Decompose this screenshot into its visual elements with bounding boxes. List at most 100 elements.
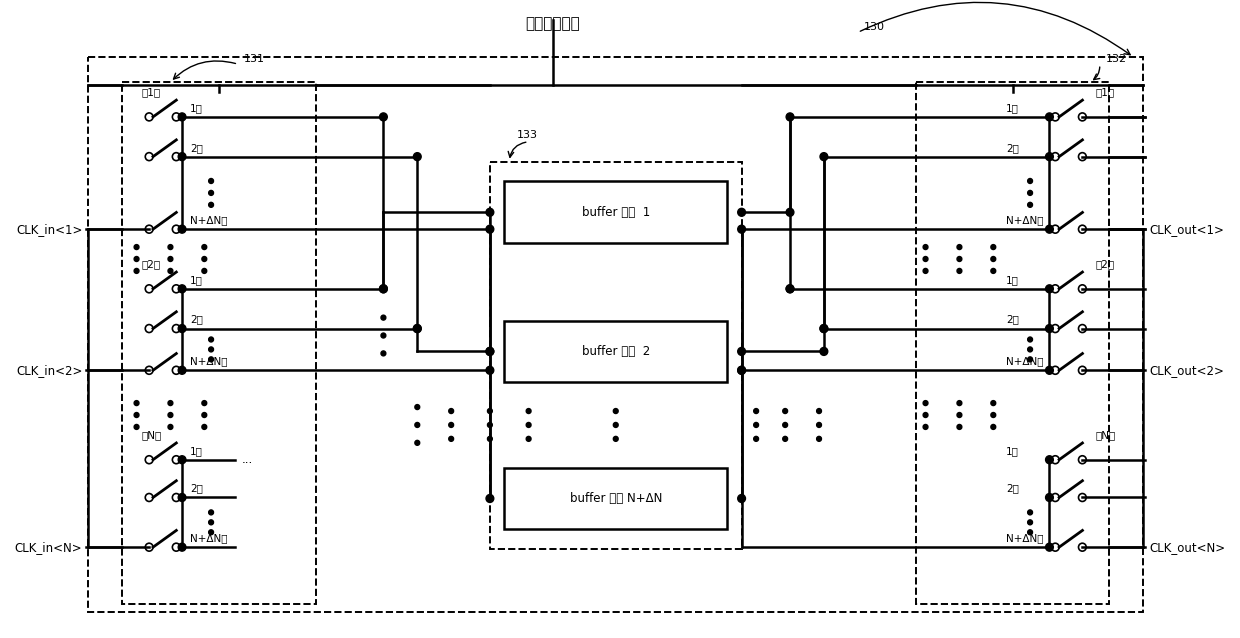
Circle shape <box>754 436 759 441</box>
Text: 132: 132 <box>1106 54 1127 64</box>
Text: N+ΔN行: N+ΔN行 <box>190 533 227 543</box>
Text: 1行: 1行 <box>190 446 202 456</box>
Circle shape <box>179 285 186 293</box>
Circle shape <box>1045 325 1053 332</box>
Circle shape <box>738 225 745 233</box>
Circle shape <box>1045 456 1053 464</box>
Circle shape <box>202 244 207 249</box>
Circle shape <box>134 269 139 274</box>
Text: N+ΔN行: N+ΔN行 <box>1006 357 1043 366</box>
Circle shape <box>134 413 139 417</box>
Circle shape <box>817 422 821 427</box>
Circle shape <box>179 456 186 464</box>
Circle shape <box>991 269 996 274</box>
Circle shape <box>923 269 928 274</box>
Circle shape <box>1045 152 1053 161</box>
Text: N+ΔN行: N+ΔN行 <box>1006 215 1043 225</box>
Circle shape <box>415 422 419 427</box>
Circle shape <box>134 256 139 262</box>
Bar <box>916 82 1110 604</box>
Text: CLK_in<N>: CLK_in<N> <box>15 540 82 554</box>
Circle shape <box>202 256 207 262</box>
Circle shape <box>208 202 213 207</box>
Circle shape <box>208 179 213 184</box>
Circle shape <box>167 413 172 417</box>
Bar <box>505 321 727 382</box>
Circle shape <box>923 413 928 417</box>
Circle shape <box>754 422 759 427</box>
Text: buffer 电路  1: buffer 电路 1 <box>582 206 650 219</box>
Text: 第2列: 第2列 <box>141 259 160 269</box>
Circle shape <box>1045 285 1053 293</box>
Circle shape <box>1028 190 1033 195</box>
Text: 1行: 1行 <box>190 275 202 285</box>
Circle shape <box>754 408 759 413</box>
Circle shape <box>526 422 531 427</box>
Circle shape <box>820 348 828 355</box>
Circle shape <box>449 408 454 413</box>
Circle shape <box>1045 225 1053 233</box>
Circle shape <box>486 366 494 375</box>
Text: 1行: 1行 <box>1006 275 1019 285</box>
Circle shape <box>179 543 186 551</box>
Circle shape <box>1028 337 1033 342</box>
Circle shape <box>991 244 996 249</box>
Text: 131: 131 <box>244 54 265 64</box>
Circle shape <box>167 424 172 429</box>
Bar <box>505 181 727 243</box>
Circle shape <box>923 244 928 249</box>
Circle shape <box>957 269 962 274</box>
Text: 2行: 2行 <box>190 484 202 494</box>
Circle shape <box>208 190 213 195</box>
Text: 1行: 1行 <box>190 103 202 113</box>
Circle shape <box>202 269 207 274</box>
Circle shape <box>614 408 619 413</box>
Circle shape <box>957 256 962 262</box>
Circle shape <box>486 348 494 355</box>
Text: CLK_out<2>: CLK_out<2> <box>1149 364 1224 377</box>
Circle shape <box>738 494 745 503</box>
Bar <box>505 468 727 530</box>
Circle shape <box>167 244 172 249</box>
Circle shape <box>1028 520 1033 525</box>
Circle shape <box>923 401 928 406</box>
Circle shape <box>1028 202 1033 207</box>
Text: N+ΔN行: N+ΔN行 <box>1006 533 1043 543</box>
Circle shape <box>167 256 172 262</box>
Text: 第1列: 第1列 <box>1096 87 1115 97</box>
Circle shape <box>820 152 828 161</box>
Text: 第1列: 第1列 <box>141 87 160 97</box>
Text: CLK_in<1>: CLK_in<1> <box>16 223 82 235</box>
Circle shape <box>413 325 422 332</box>
Text: 1行: 1行 <box>1006 103 1019 113</box>
Circle shape <box>957 413 962 417</box>
Circle shape <box>415 404 419 410</box>
Circle shape <box>782 436 787 441</box>
Circle shape <box>379 113 387 121</box>
Text: 1行: 1行 <box>1006 446 1019 456</box>
Text: 2行: 2行 <box>1006 315 1019 325</box>
Circle shape <box>449 422 454 427</box>
Circle shape <box>208 530 213 535</box>
Circle shape <box>923 424 928 429</box>
Bar <box>490 161 742 549</box>
Text: N+ΔN行: N+ΔN行 <box>190 357 227 366</box>
Text: ...: ... <box>242 453 253 466</box>
Circle shape <box>786 113 794 121</box>
Circle shape <box>1028 510 1033 515</box>
Circle shape <box>167 401 172 406</box>
Text: buffer 电路  2: buffer 电路 2 <box>582 345 650 358</box>
Circle shape <box>1028 357 1033 362</box>
Circle shape <box>738 366 745 375</box>
Text: 2行: 2行 <box>1006 484 1019 494</box>
Circle shape <box>381 333 386 338</box>
Circle shape <box>738 209 745 216</box>
Circle shape <box>381 315 386 320</box>
Circle shape <box>991 424 996 429</box>
Circle shape <box>179 494 186 501</box>
Circle shape <box>415 440 419 445</box>
Circle shape <box>526 436 531 441</box>
Text: N+ΔN行: N+ΔN行 <box>190 215 227 225</box>
Circle shape <box>817 408 821 413</box>
Bar <box>122 82 316 604</box>
